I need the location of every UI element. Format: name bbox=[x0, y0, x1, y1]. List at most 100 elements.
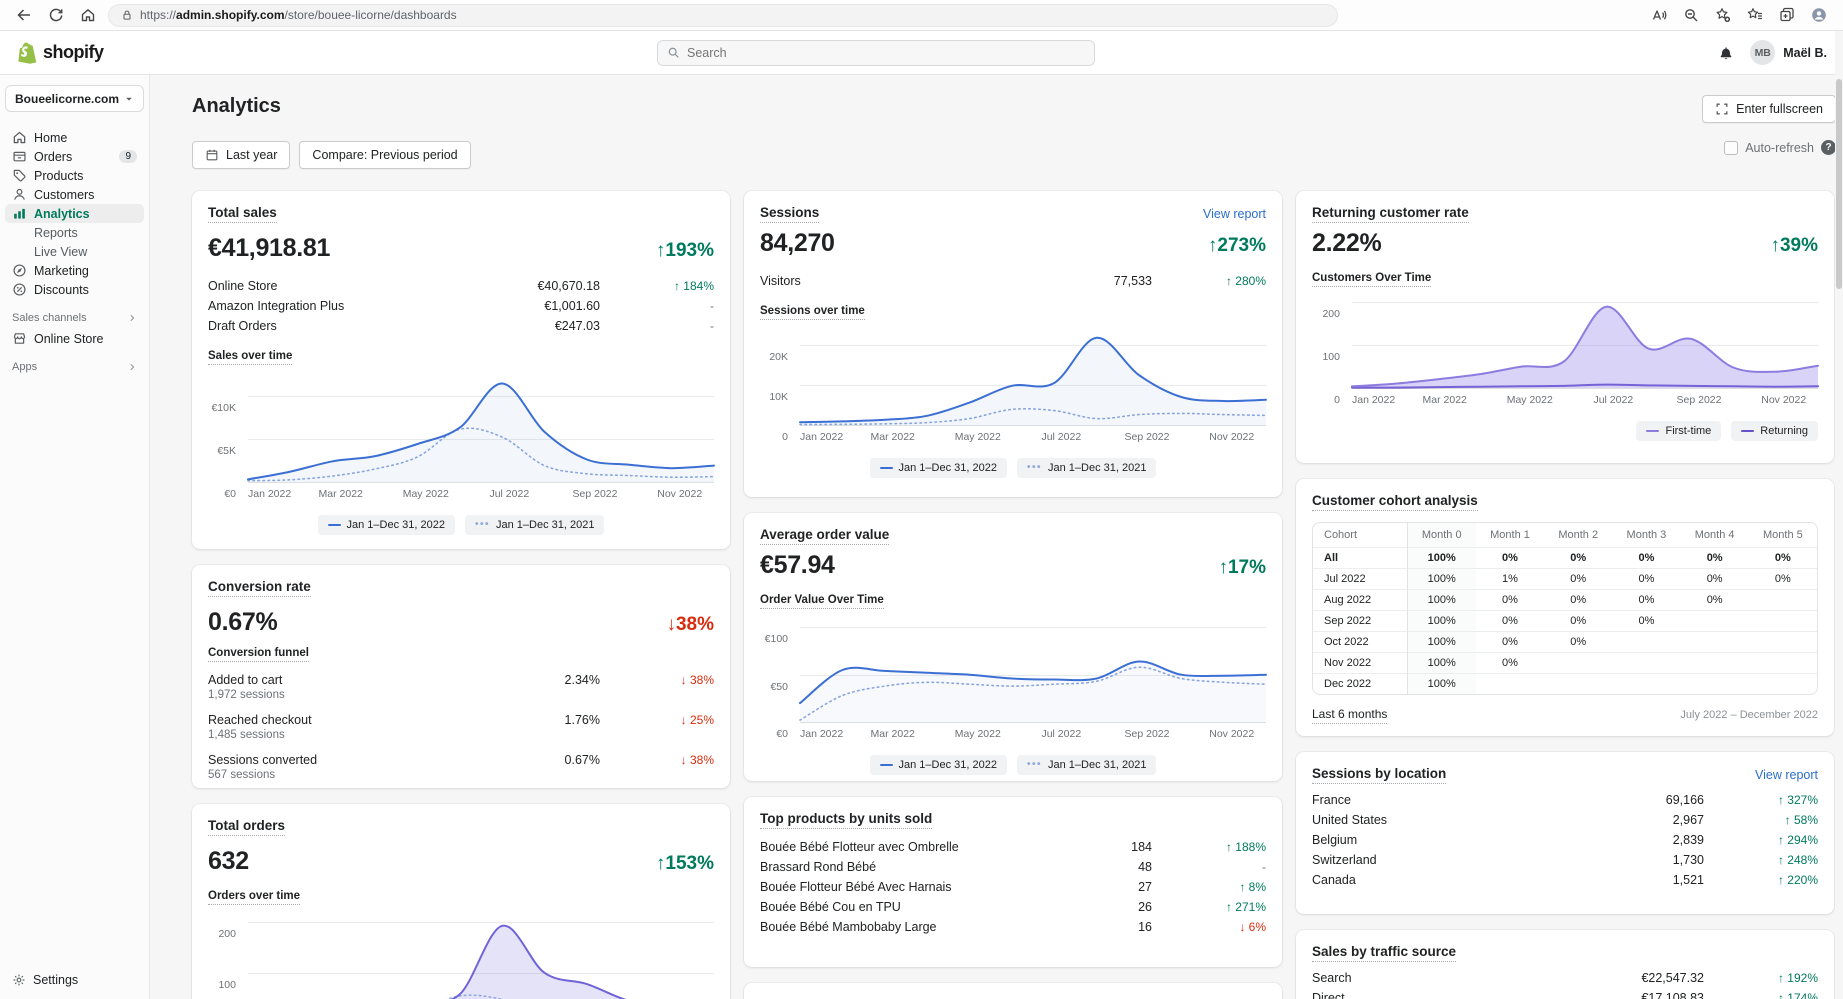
analytics-icon bbox=[12, 206, 27, 221]
help-icon[interactable]: ? bbox=[1821, 140, 1836, 155]
sidebar-item-discounts[interactable]: Discounts bbox=[5, 280, 144, 299]
y-axis-labels: €0 €50 €100 bbox=[760, 630, 794, 740]
card-title-total-orders[interactable]: Total orders bbox=[208, 818, 286, 836]
metric-label: Sessions converted 567 sessions bbox=[208, 753, 318, 781]
cohort-cell bbox=[1680, 673, 1749, 694]
sessions-by-location-list: France 69,166 ↑ 327% United States 2,967 ↑ 58… bbox=[1312, 790, 1818, 890]
zoom-out-icon[interactable] bbox=[1679, 3, 1703, 27]
metric-value: 1,521 bbox=[1672, 873, 1704, 887]
card-title-sales-by-traffic[interactable]: Sales by traffic source bbox=[1312, 944, 1457, 962]
scrollbar-thumb[interactable] bbox=[1836, 79, 1842, 289]
search-icon bbox=[667, 46, 680, 59]
sidebar-item-online-store[interactable]: Online Store bbox=[5, 329, 144, 348]
page-scrollbar[interactable] bbox=[1835, 31, 1843, 999]
add-favorite-icon[interactable] bbox=[1711, 3, 1735, 27]
cohort-cell bbox=[1748, 610, 1817, 632]
sidebar-item-label: Analytics bbox=[34, 206, 90, 221]
sidebar-item-customers[interactable]: Customers bbox=[5, 185, 144, 204]
plot-area bbox=[799, 618, 1267, 723]
sales-by-traffic-card: Sales by traffic source Search €22,547.32… bbox=[1296, 930, 1834, 999]
sidebar-item-live-view[interactable]: Live View bbox=[5, 242, 144, 261]
browser-back-button[interactable] bbox=[12, 3, 36, 27]
x-axis-labels: Jan 2022 Mar 2022 May 2022 Jul 2022 Sep 2022… bbox=[800, 431, 1266, 446]
metric-delta: ↑ 8% bbox=[1239, 880, 1266, 894]
chart-label-order-value-over-time[interactable]: Order Value Over Time bbox=[760, 594, 884, 609]
notifications-bell-icon[interactable] bbox=[1718, 45, 1734, 61]
metric-row: Sessions converted 567 sessions 0.67% ↓ 38% bbox=[208, 747, 714, 787]
y-tick-label: 10K bbox=[769, 391, 788, 403]
sidebar-item-label: Home bbox=[34, 130, 68, 145]
card-title-conversion-rate[interactable]: Conversion rate bbox=[208, 579, 311, 597]
conversion-rate-value: 0.67% bbox=[208, 608, 278, 636]
legend-chip[interactable]: ••• Jan 1–Dec 31, 2021 bbox=[1016, 458, 1157, 478]
chart-label-orders-over-time[interactable]: Orders over time bbox=[208, 890, 301, 905]
metric-value: 2,967 bbox=[1672, 813, 1704, 827]
legend-chip[interactable]: ••• Jan 1–Dec 31, 2021 bbox=[464, 515, 605, 535]
cohort-cell: 0% bbox=[1475, 631, 1545, 653]
browser-profile-avatar[interactable] bbox=[1807, 3, 1831, 27]
card-title-average-order-value[interactable]: Average order value bbox=[760, 527, 890, 545]
cohort-cell: 0% bbox=[1612, 610, 1681, 632]
favorites-bar-icon[interactable] bbox=[1743, 3, 1767, 27]
account-menu[interactable]: MB Maël B. bbox=[1750, 40, 1827, 65]
card-title-returning-customer-rate[interactable]: Returning customer rate bbox=[1312, 205, 1469, 223]
sidebar-item-reports[interactable]: Reports bbox=[5, 223, 144, 242]
metric-delta: ↓ 25% bbox=[680, 713, 714, 727]
legend-chip[interactable]: First-time bbox=[1636, 421, 1722, 441]
cohort-column-header: Month 3 bbox=[1626, 529, 1667, 541]
legend-chip[interactable]: Returning bbox=[1731, 421, 1818, 441]
metric-row: France 69,166 ↑ 327% bbox=[1312, 790, 1818, 810]
sessions-by-location-card: Sessions by location View report France 6… bbox=[1296, 752, 1834, 914]
enter-fullscreen-button[interactable]: Enter fullscreen bbox=[1702, 95, 1836, 123]
legend-chip[interactable]: Jan 1–Dec 31, 2022 bbox=[869, 458, 1007, 478]
legend-chip[interactable]: Jan 1–Dec 31, 2022 bbox=[317, 515, 455, 535]
metric-value: 2,839 bbox=[1672, 833, 1704, 847]
metric-label: Bouée Bébé Cou en TPU bbox=[760, 900, 901, 914]
sidebar-item-home[interactable]: Home bbox=[5, 128, 144, 147]
cohort-row: Oct 2022 100% 0% 0% bbox=[1313, 631, 1817, 653]
apps-header[interactable]: Apps bbox=[12, 361, 137, 373]
card-title-sessions-by-traffic[interactable]: Sessions by traffic source bbox=[760, 997, 928, 999]
y-tick-label: €0 bbox=[776, 728, 788, 740]
card-title-top-products[interactable]: Top products by units sold bbox=[760, 811, 933, 829]
legend-chip[interactable]: Jan 1–Dec 31, 2022 bbox=[869, 755, 1007, 775]
store-selector[interactable]: Boueelicorne.com bbox=[5, 85, 144, 112]
cohort-cell: 100% bbox=[1407, 631, 1476, 653]
sales-channels-header[interactable]: Sales channels bbox=[12, 312, 137, 324]
chart-label-sessions-over-time[interactable]: Sessions over time bbox=[760, 305, 865, 320]
auto-refresh-checkbox[interactable] bbox=[1724, 140, 1739, 155]
date-range-button[interactable]: Last year bbox=[192, 141, 291, 169]
read-aloud-icon[interactable] bbox=[1647, 3, 1671, 27]
collections-icon[interactable] bbox=[1775, 3, 1799, 27]
sidebar-item-marketing[interactable]: Marketing bbox=[5, 261, 144, 280]
chart-label-sales-over-time[interactable]: Sales over time bbox=[208, 350, 293, 365]
total-sales-delta: ↑193% bbox=[655, 240, 714, 261]
sidebar-item-orders[interactable]: Orders 9 bbox=[5, 147, 144, 166]
card-title-customer-cohort[interactable]: Customer cohort analysis bbox=[1312, 493, 1478, 511]
shopify-logo[interactable]: shopify bbox=[16, 41, 104, 65]
cohort-row: Aug 2022 100% 0% 0% 0% 0% bbox=[1313, 589, 1817, 611]
sidebar-item-products[interactable]: Products bbox=[5, 166, 144, 185]
cohort-cell bbox=[1612, 652, 1681, 674]
total-orders-card: Total orders 632 ↑153% Orders over time … bbox=[192, 804, 730, 999]
card-title-sessions[interactable]: Sessions bbox=[760, 205, 820, 223]
conversion-funnel-label[interactable]: Conversion funnel bbox=[208, 647, 309, 662]
browser-refresh-button[interactable] bbox=[44, 3, 68, 27]
view-report-link[interactable]: View report bbox=[1755, 768, 1818, 782]
search-input[interactable] bbox=[687, 45, 1085, 60]
chart-label-customers-over-time[interactable]: Customers Over Time bbox=[1312, 272, 1432, 287]
global-search[interactable] bbox=[657, 39, 1095, 66]
view-report-link[interactable]: View report bbox=[1203, 207, 1266, 221]
cohort-cell bbox=[1544, 652, 1613, 674]
compare-button[interactable]: Compare: Previous period bbox=[299, 141, 471, 169]
url-bar[interactable]: https://admin.shopify.com/store/bouee-li… bbox=[108, 3, 1338, 27]
metric-delta: - bbox=[710, 299, 714, 313]
legend-chip[interactable]: ••• Jan 1–Dec 31, 2021 bbox=[1016, 755, 1157, 775]
sidebar-item-settings[interactable]: Settings bbox=[12, 973, 78, 987]
browser-home-button[interactable] bbox=[76, 3, 100, 27]
metric-row: Switzerland 1,730 ↑ 248% bbox=[1312, 850, 1818, 870]
sidebar-item-analytics[interactable]: Analytics bbox=[5, 204, 144, 223]
card-title-total-sales[interactable]: Total sales bbox=[208, 205, 277, 223]
card-title-sessions-by-location[interactable]: Sessions by location bbox=[1312, 766, 1447, 784]
cohort-range-control[interactable]: Last 6 months bbox=[1312, 707, 1388, 724]
